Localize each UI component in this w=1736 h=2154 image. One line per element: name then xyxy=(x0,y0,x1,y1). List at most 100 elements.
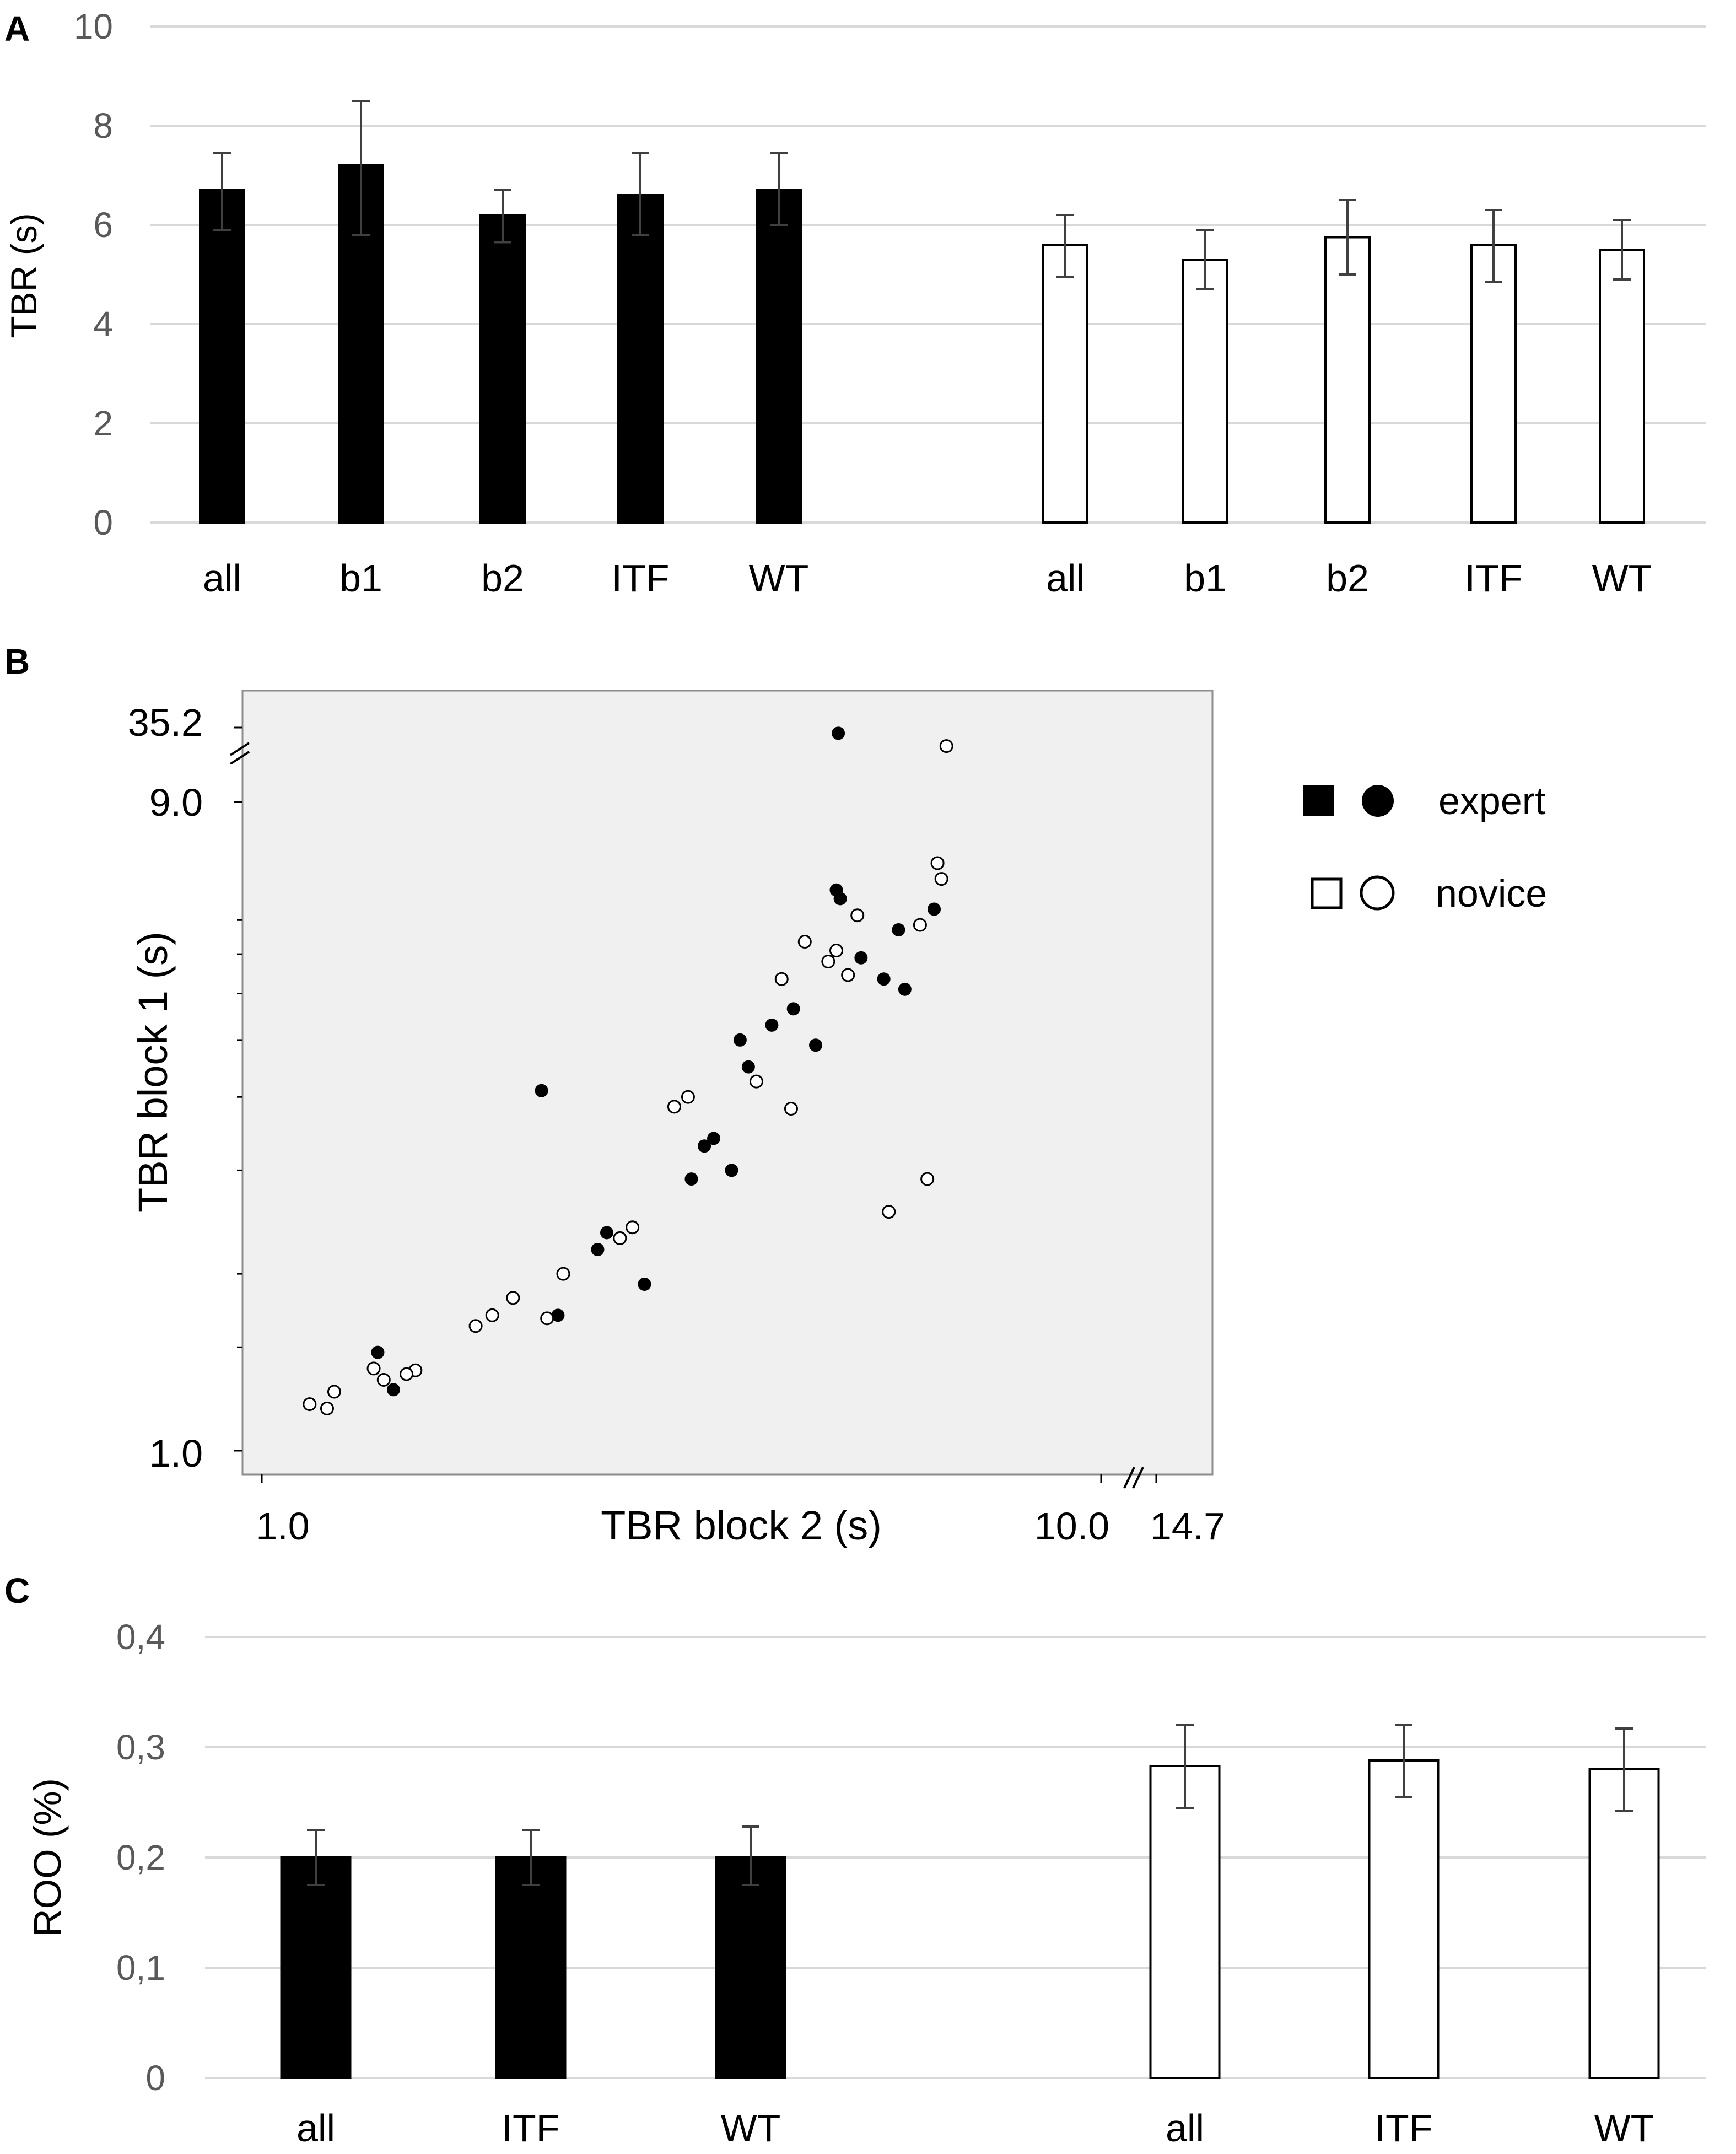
panel-c-chart: 0 0,1 0,2 0,3 0,4 all ITF WT all ITF WT xyxy=(116,1617,1706,2150)
expert-point xyxy=(809,1038,823,1052)
panel-b-xtick-min: 1.0 xyxy=(256,1505,309,1548)
panel-c-ylabel: ROO (%) xyxy=(26,1778,69,1937)
expert-point xyxy=(386,1383,400,1397)
category-label: all xyxy=(1166,2107,1204,2150)
expert-point xyxy=(892,923,905,937)
novice-point xyxy=(540,1311,554,1326)
novice-point xyxy=(920,1172,935,1186)
expert-point xyxy=(854,951,868,965)
panel-b-ylabel: TBR block 1 (s) xyxy=(130,931,176,1213)
y-tick-label: 2 xyxy=(93,403,113,443)
expert-point xyxy=(371,1345,385,1359)
novice-point xyxy=(784,1102,798,1116)
legend-expert-label: expert xyxy=(1438,779,1546,822)
category-label: b1 xyxy=(339,557,382,600)
expert-bar xyxy=(715,1856,786,2079)
novice-point xyxy=(400,1367,414,1381)
panel-a-ylabel: TBR (s) xyxy=(3,213,44,338)
novice-point xyxy=(821,955,835,969)
expert-point xyxy=(733,1033,747,1047)
category-label: ITF xyxy=(1465,557,1523,600)
expert-point xyxy=(684,1172,698,1186)
category-label: WT xyxy=(1594,2107,1654,2150)
legend-novice-label: novice xyxy=(1436,872,1547,915)
novice-point xyxy=(320,1401,334,1415)
novice-point xyxy=(913,918,927,932)
expert-point xyxy=(638,1278,651,1291)
novice-point xyxy=(774,972,789,986)
category-label: WT xyxy=(1592,557,1652,600)
panel-c-letter: C xyxy=(4,1571,30,1611)
expert-point xyxy=(591,1242,605,1256)
novice-point xyxy=(613,1231,627,1245)
expert-point xyxy=(898,982,912,996)
novice-point xyxy=(468,1319,483,1333)
panel-a-chart: 0 2 4 6 8 10 all b1 b2 ITF WT all b1 b2 ITF WT xyxy=(74,7,1706,600)
expert-bar xyxy=(756,189,802,524)
y-tick-label: 0,3 xyxy=(116,1727,165,1767)
legend-novice-circle xyxy=(1360,875,1395,911)
expert-point xyxy=(765,1018,779,1032)
novice-point xyxy=(841,968,855,982)
expert-point xyxy=(786,1002,800,1016)
category-label: b2 xyxy=(1326,557,1369,600)
y-tick-label: 6 xyxy=(93,205,113,245)
panel-a-letter: A xyxy=(4,9,30,49)
expert-point xyxy=(698,1139,711,1153)
novice-point xyxy=(366,1361,381,1376)
expert-point xyxy=(928,902,941,916)
panel-b-ytick-mid: 9.0 xyxy=(149,781,203,824)
expert-point xyxy=(832,726,845,740)
novice-point xyxy=(303,1397,317,1412)
novice-point xyxy=(327,1385,341,1399)
novice-point xyxy=(667,1100,681,1114)
novice-bar xyxy=(1149,1765,1221,2079)
expert-point xyxy=(741,1060,755,1074)
panel-b-ytick-max: 35.2 xyxy=(128,701,203,744)
y-tick-label: 4 xyxy=(93,304,113,344)
panel-b-xlabel: TBR block 2 (s) xyxy=(601,1503,882,1548)
novice-point xyxy=(556,1267,570,1281)
expert-bar xyxy=(495,1856,567,2079)
panel-b-xtick-max: 14.7 xyxy=(1150,1505,1225,1548)
category-label: all xyxy=(1046,557,1085,600)
novice-point xyxy=(485,1308,499,1322)
y-tick-label: 0,1 xyxy=(116,1948,165,1988)
panel-b-xtick-mid: 10.0 xyxy=(1034,1505,1109,1548)
category-label: b2 xyxy=(481,557,524,600)
expert-bar xyxy=(617,194,664,524)
y-tick-label: 0 xyxy=(145,2058,165,2098)
expert-bar xyxy=(280,1856,352,2079)
y-axis-break xyxy=(229,742,250,756)
novice-point xyxy=(934,872,948,886)
x-axis-break xyxy=(1123,1467,1135,1489)
novice-point xyxy=(681,1090,695,1104)
category-label: b1 xyxy=(1184,557,1227,600)
y-tick-label: 0,4 xyxy=(116,1617,165,1657)
legend-expert-circle xyxy=(1362,785,1394,817)
expert-point xyxy=(600,1226,614,1240)
panel-b-ytick-min: 1.0 xyxy=(149,1432,203,1475)
y-axis-break xyxy=(229,751,250,765)
expert-point xyxy=(707,1132,721,1145)
category-label: ITF xyxy=(612,557,670,600)
novice-point xyxy=(797,935,812,949)
category-label: all xyxy=(296,2107,335,2150)
panel-b-chart xyxy=(229,690,1214,1489)
novice-bar xyxy=(1324,236,1371,524)
novice-point xyxy=(882,1205,896,1219)
novice-point xyxy=(749,1074,763,1089)
category-label: ITF xyxy=(1375,2107,1433,2150)
scatter-plot-area xyxy=(241,690,1214,1476)
novice-point xyxy=(939,739,953,753)
expert-point xyxy=(833,892,847,906)
expert-point xyxy=(877,972,891,986)
novice-point xyxy=(829,944,843,958)
expert-bar xyxy=(479,214,526,524)
category-label: WT xyxy=(721,2107,781,2150)
scatter-legend: expert novice xyxy=(1303,779,1547,915)
novice-point xyxy=(506,1291,520,1305)
expert-bar xyxy=(199,189,245,524)
panel-b-letter: B xyxy=(4,642,30,681)
